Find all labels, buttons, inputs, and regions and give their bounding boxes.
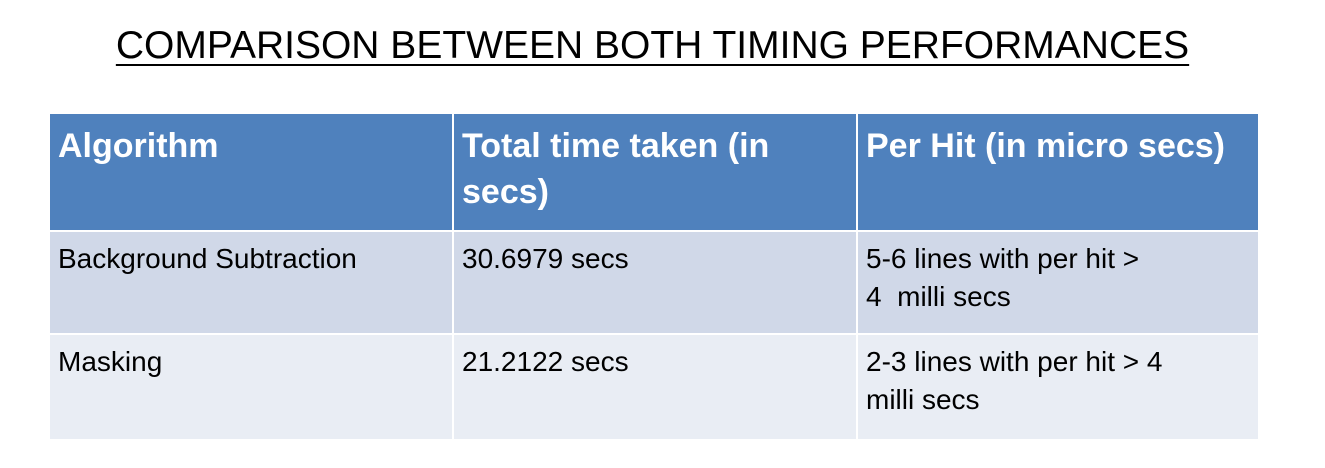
cell-total-time: 30.6979 secs xyxy=(452,230,858,335)
cell-per-hit-line: 5-6 lines with per hit > xyxy=(866,243,1140,274)
header-per-hit: Per Hit (in micro secs) xyxy=(856,112,1260,232)
cell-per-hit: 2-3 lines with per hit > 4 milli secs xyxy=(856,333,1260,441)
cell-per-hit-line: 4 milli secs xyxy=(866,281,1011,312)
cell-algorithm: Background Subtraction xyxy=(48,230,454,335)
header-total-time: Total time taken (in secs) xyxy=(452,112,858,232)
cell-per-hit: 5-6 lines with per hit > 4 milli secs xyxy=(856,230,1260,335)
cell-algorithm: Masking xyxy=(48,333,454,441)
header-algorithm: Algorithm xyxy=(48,112,454,232)
timing-comparison-table: Algorithm Total time taken (in secs) Per… xyxy=(48,112,1260,441)
slide-title: COMPARISON BETWEEN BOTH TIMING PERFORMAN… xyxy=(115,24,1190,67)
table-row: Background Subtraction 30.6979 secs 5-6 … xyxy=(48,230,1260,335)
cell-total-time: 21.2122 secs xyxy=(452,333,858,441)
cell-per-hit-line: 2-3 lines with per hit > 4 xyxy=(866,346,1163,377)
table-row: Masking 21.2122 secs 2-3 lines with per … xyxy=(48,333,1260,441)
cell-per-hit-line: milli secs xyxy=(866,384,980,415)
table-header-row: Algorithm Total time taken (in secs) Per… xyxy=(48,112,1260,232)
